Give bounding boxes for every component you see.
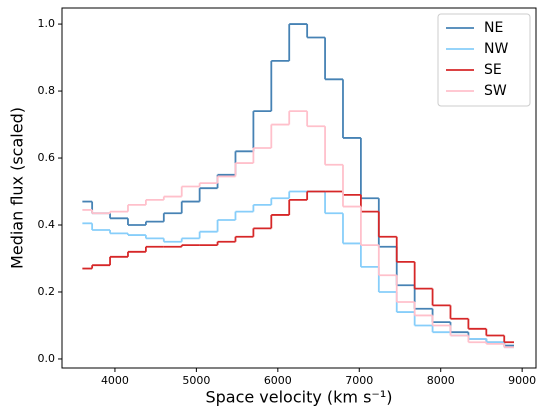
x-tick-label: 6000 bbox=[264, 374, 292, 387]
x-tick-label: 9000 bbox=[508, 374, 536, 387]
legend-box bbox=[437, 13, 531, 107]
x-tick-label: 8000 bbox=[427, 374, 455, 387]
y-axis-label: Median flux (scaled) bbox=[8, 107, 27, 269]
y-tick-label: 1.0 bbox=[38, 17, 56, 30]
x-tick-label: 5000 bbox=[182, 374, 210, 387]
y-tick-label: 0.4 bbox=[38, 218, 56, 231]
plot-frame bbox=[61, 7, 537, 369]
legend-label: SE bbox=[484, 62, 502, 78]
y-tick-label: 0.0 bbox=[38, 352, 56, 365]
series bbox=[82, 110, 515, 349]
y-tick-label: 0.6 bbox=[38, 151, 56, 164]
legend-label: NE bbox=[484, 20, 503, 36]
series bbox=[82, 190, 515, 344]
y-tick-label: 0.2 bbox=[38, 285, 56, 298]
legend-label: NW bbox=[484, 41, 508, 57]
x-tick-label: 4000 bbox=[101, 374, 129, 387]
y-tick-label: 0.8 bbox=[38, 84, 56, 97]
x-axis-label: Space velocity (km s⁻¹) bbox=[205, 388, 392, 407]
x-tick-label: 7000 bbox=[345, 374, 373, 387]
series bbox=[82, 190, 515, 349]
legend-label: SW bbox=[484, 83, 507, 99]
